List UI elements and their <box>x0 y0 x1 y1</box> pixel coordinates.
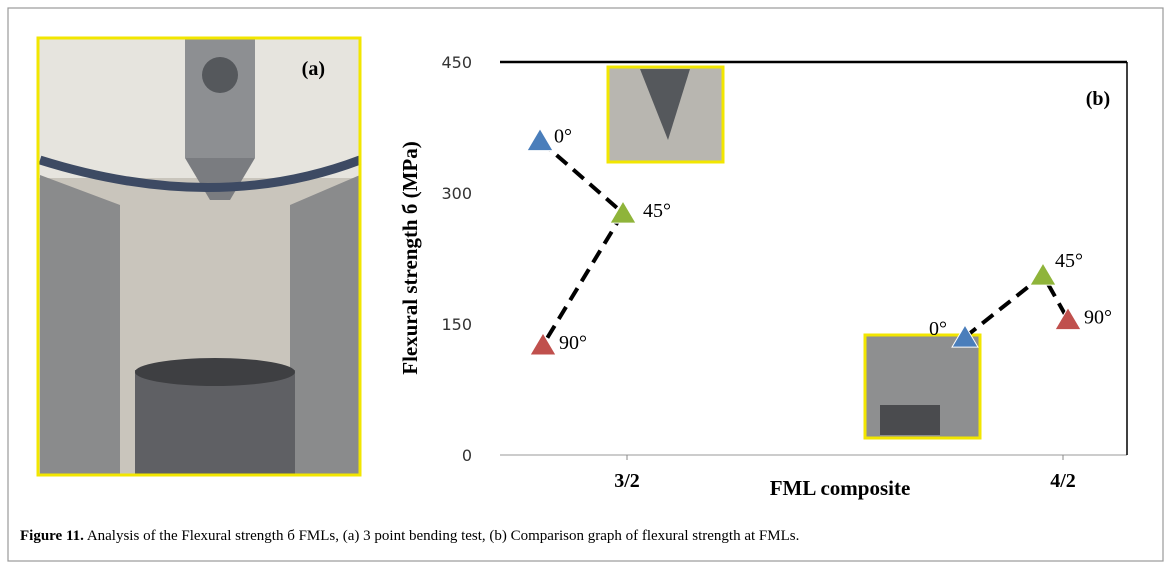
x-tick-label: 4/2 <box>1050 470 1076 492</box>
series-label: 45° <box>643 200 671 222</box>
x-axis-label: FML composite <box>770 476 911 500</box>
series-label: 90° <box>559 332 587 354</box>
caption-text: Analysis of the Flexural strength б FMLs… <box>84 528 799 544</box>
x-tick-label: 3/2 <box>614 470 640 492</box>
figure: (a) Figure 11. Analysis of the Flexural … <box>0 0 1171 569</box>
panel-label: (a) <box>302 58 325 80</box>
photo-punch <box>185 38 255 158</box>
y-tick-label: 150 <box>441 315 472 334</box>
y-tick-label: 0 <box>462 446 472 465</box>
connector <box>540 141 623 345</box>
photo-support-right <box>290 175 360 475</box>
series-label: 0° <box>554 126 572 148</box>
series-label: 90° <box>1084 307 1112 329</box>
photo: (a) <box>38 38 360 475</box>
marker <box>530 333 556 355</box>
photo-base-hole <box>135 358 295 386</box>
series-label: 0° <box>929 318 947 340</box>
photo-support-left <box>40 175 120 475</box>
inset-detail <box>880 405 940 435</box>
caption: Figure 11. Analysis of the Flexural stre… <box>20 528 799 544</box>
series-label: 45° <box>1055 250 1083 272</box>
marker <box>1030 263 1056 285</box>
panel-label: (b) <box>1086 88 1110 110</box>
y-tick-label: 450 <box>441 53 472 72</box>
photo-bolt <box>202 57 238 93</box>
caption-label: Figure 11. <box>20 528 84 544</box>
y-tick-label: 300 <box>441 184 472 203</box>
y-axis-label: Flexural strength б (MPa) <box>398 141 422 374</box>
marker <box>527 129 553 151</box>
marker <box>1055 308 1081 330</box>
